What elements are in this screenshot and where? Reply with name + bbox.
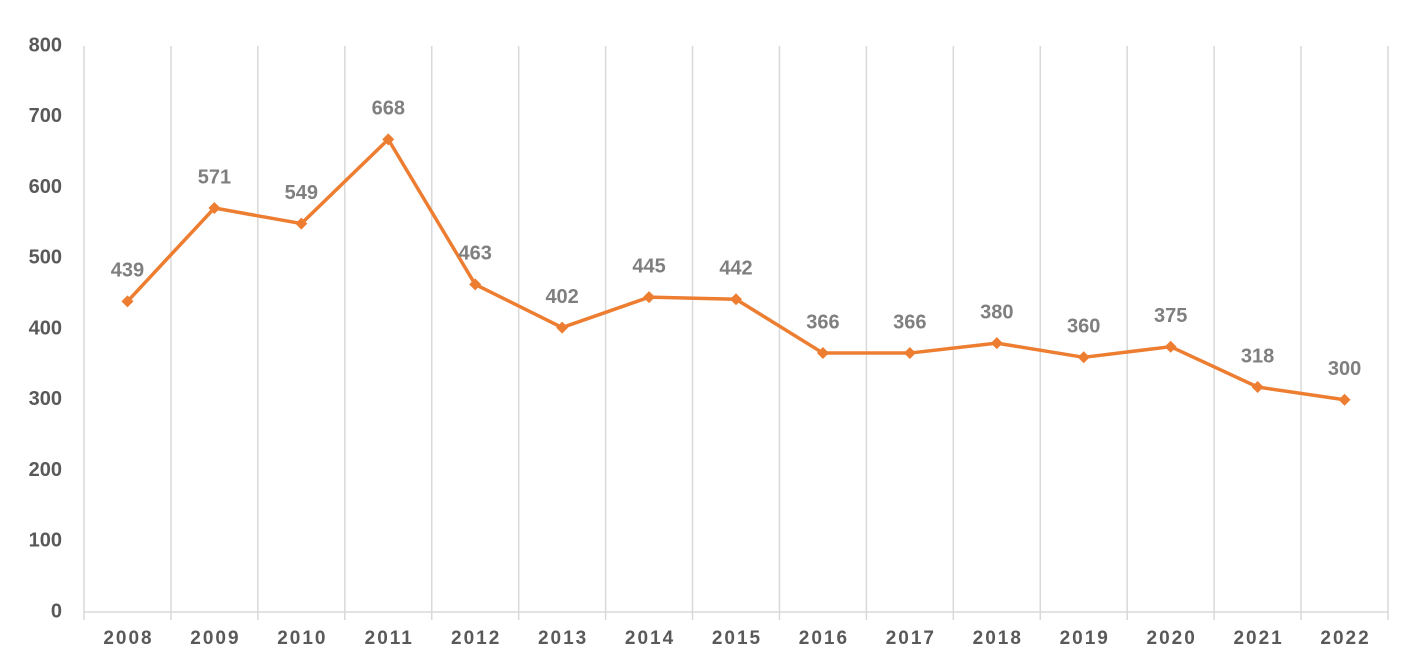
x-tick-label: 2021	[1233, 628, 1283, 649]
marker	[295, 217, 308, 230]
data-label: 402	[545, 286, 578, 308]
marker	[1077, 351, 1090, 364]
x-tick-label: 2011	[365, 628, 414, 649]
marker	[1338, 393, 1351, 406]
data-label: 318	[1241, 345, 1274, 367]
x-tick-label: 2022	[1320, 628, 1370, 649]
x-tick-label: 2016	[799, 628, 849, 649]
data-label: 668	[372, 98, 405, 120]
marker	[469, 278, 482, 291]
data-label: 571	[198, 166, 231, 188]
data-label: 439	[111, 260, 144, 282]
marker	[903, 347, 916, 360]
data-label: 380	[980, 301, 1013, 323]
x-tick-label: 2019	[1060, 628, 1110, 649]
marker	[990, 337, 1003, 350]
x-tick-label: 2012	[451, 628, 501, 649]
y-tick-label: 0	[51, 600, 62, 622]
marker	[208, 202, 221, 215]
y-tick-label: 200	[29, 459, 62, 481]
x-tick-label: 2014	[625, 628, 675, 649]
marker	[382, 133, 395, 146]
y-tick-label: 700	[29, 105, 62, 127]
data-label: 463	[459, 243, 492, 265]
marker	[1251, 381, 1264, 394]
y-tick-label: 400	[29, 317, 62, 339]
x-tick-label: 2008	[103, 628, 153, 649]
marker	[643, 291, 656, 304]
x-tick-label: 2017	[886, 628, 936, 649]
x-tick-label: 2009	[190, 628, 240, 649]
data-label: 366	[893, 311, 926, 333]
y-tick-label: 100	[29, 530, 62, 552]
marker	[1164, 340, 1177, 353]
y-tick-label: 500	[29, 247, 62, 269]
x-tick-label: 2010	[277, 628, 327, 649]
y-tick-label: 600	[29, 176, 62, 198]
data-label: 360	[1067, 316, 1100, 338]
y-tick-label: 800	[29, 34, 62, 56]
marker	[730, 293, 742, 306]
data-label: 366	[806, 311, 839, 333]
x-tick-label: 2013	[538, 628, 588, 649]
data-label: 300	[1328, 358, 1361, 380]
marker	[556, 321, 569, 334]
x-tick-label: 2020	[1147, 628, 1197, 649]
data-label: 445	[632, 255, 665, 277]
data-label: 549	[285, 182, 318, 204]
data-label: 375	[1154, 305, 1187, 327]
marker	[121, 295, 134, 308]
marker	[816, 347, 829, 360]
data-label: 442	[719, 258, 752, 280]
y-tick-label: 300	[29, 388, 62, 410]
x-tick-label: 2018	[973, 628, 1023, 649]
x-tick-label: 2015	[712, 628, 762, 649]
